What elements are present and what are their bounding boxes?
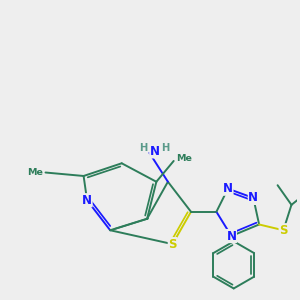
Text: Me: Me xyxy=(177,154,193,163)
Text: N: N xyxy=(223,182,233,195)
Text: H: H xyxy=(139,142,147,153)
Text: S: S xyxy=(279,224,288,237)
Text: N: N xyxy=(150,145,160,158)
Text: N: N xyxy=(226,230,236,242)
Text: Me: Me xyxy=(27,168,43,177)
Text: N: N xyxy=(82,194,92,207)
Text: H: H xyxy=(161,142,170,153)
Text: N: N xyxy=(248,191,258,204)
Text: S: S xyxy=(168,238,177,250)
